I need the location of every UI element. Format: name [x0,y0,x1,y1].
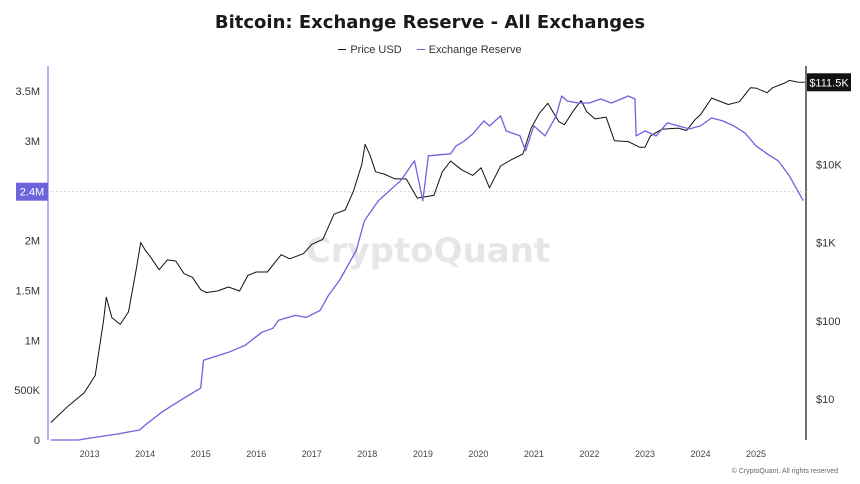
x-tick-label: 2018 [357,449,377,459]
watermark: CryptoQuant [306,231,550,271]
y-left-tick-label: 2M [25,236,40,248]
x-tick-label: 2016 [246,449,266,459]
x-tick-label: 2020 [468,449,488,459]
x-tick-label: 2024 [690,449,710,459]
x-tick-label: 2013 [80,449,100,459]
legend-label-price: Price USD [350,43,402,56]
x-tick-label: 2021 [524,449,544,459]
exchange-reserve-line [50,95,804,441]
y-left-tick-label: 1.5M [16,285,40,297]
y-right-tick-label: $100 [816,316,840,328]
y-left-tick-label: 1M [25,335,40,347]
y-right-tick-label: $1K [816,238,836,250]
x-tick-label: 2015 [191,449,211,459]
legend-label-reserve: Exchange Reserve [428,43,522,56]
x-tick-label: 2014 [135,449,155,459]
chart-title: Bitcoin: Exchange Reserve - All Exchange… [214,12,646,33]
y-right-tick-label: $10 [816,394,834,406]
x-tick-label: 2025 [746,449,766,459]
legend-item-price[interactable]: Price USD [338,43,402,56]
copyright-text: © CryptoQuant. All rights reserved [732,467,838,475]
y-left-tick-label: 3M [25,136,40,148]
y-left-tick-label: 0 [34,435,40,447]
y-right-current-badge [807,73,851,92]
x-tick-label: 2022 [579,449,599,459]
x-tick-label: 2019 [413,449,433,459]
legend: Price USD Exchange Reserve [0,41,860,56]
price-line [50,79,805,423]
legend-item-reserve[interactable]: Exchange Reserve [416,43,522,56]
y-right-current-badge-label: $111.5K [809,77,849,89]
y-left-current-badge [16,182,48,201]
y-left-tick-label: 500K [14,385,40,397]
legend-swatch-reserve [416,49,425,50]
y-right-tick-label: $10K [816,159,842,171]
x-tick-label: 2023 [635,449,655,459]
legend-swatch-price [338,49,347,50]
y-left-tick-label: 3.5M [16,86,40,98]
y-left-current-badge-label: 2.4M [20,187,44,199]
x-tick-label: 2017 [302,449,322,459]
